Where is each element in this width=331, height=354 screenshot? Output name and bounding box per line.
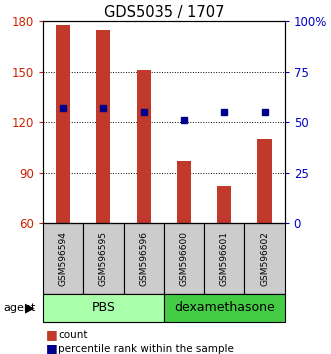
- Text: PBS: PBS: [91, 302, 116, 314]
- Text: agent: agent: [3, 303, 36, 313]
- Bar: [164, 223, 204, 294]
- Bar: [43, 223, 83, 294]
- Bar: [137, 70, 151, 223]
- Bar: [56, 25, 70, 223]
- Bar: [244, 223, 285, 294]
- Bar: [217, 186, 231, 223]
- Text: dexamethasone: dexamethasone: [174, 302, 275, 314]
- Bar: [258, 139, 271, 223]
- Text: GSM596600: GSM596600: [179, 231, 188, 286]
- Bar: [96, 30, 111, 223]
- Bar: [43, 294, 164, 322]
- Text: GSM596602: GSM596602: [260, 231, 269, 286]
- Text: GSM596596: GSM596596: [139, 231, 148, 286]
- Text: ■: ■: [46, 328, 58, 341]
- Text: percentile rank within the sample: percentile rank within the sample: [58, 344, 234, 354]
- Bar: [177, 161, 191, 223]
- Bar: [83, 223, 123, 294]
- Bar: [204, 223, 244, 294]
- Text: ▶: ▶: [25, 302, 34, 314]
- Bar: [123, 223, 164, 294]
- Bar: [164, 294, 285, 322]
- Text: GSM596595: GSM596595: [99, 231, 108, 286]
- Text: GSM596601: GSM596601: [220, 231, 229, 286]
- Text: count: count: [58, 330, 87, 339]
- Text: ■: ■: [46, 342, 58, 354]
- Title: GDS5035 / 1707: GDS5035 / 1707: [104, 5, 224, 20]
- Text: GSM596594: GSM596594: [59, 231, 68, 286]
